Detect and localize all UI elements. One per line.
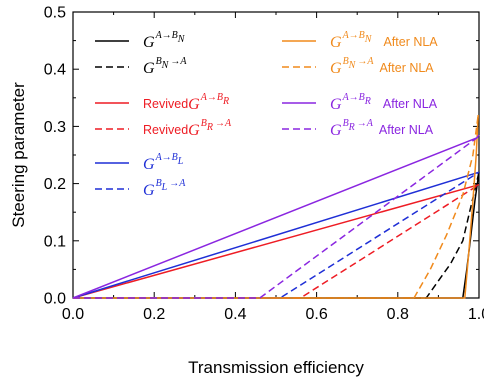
legend-sup-10: B (343, 118, 349, 129)
x-tick-label: 0.0 (62, 306, 84, 323)
legend-sub-9: R (364, 96, 371, 107)
series-layer (72, 114, 480, 299)
legend-sub-3: R (222, 96, 229, 107)
legend-sub-10: R (348, 122, 355, 133)
legend-sub-1: N (177, 34, 186, 45)
legend-suffix-7: After NLA (383, 35, 438, 49)
legend-sub-7: N (364, 34, 373, 45)
x-tick-label: 1.0 (468, 306, 484, 323)
legend-arrow-6: →A (169, 178, 186, 189)
legend-symbol-4: G (188, 122, 200, 139)
series-line-7 (73, 114, 479, 299)
legend-symbol-10: G (330, 122, 342, 139)
legend-symbol-1: G (143, 34, 155, 51)
legend-symbol-6: G (143, 182, 155, 199)
x-tick-label: 0.6 (305, 306, 327, 323)
y-tick-label: 0.0 (44, 291, 66, 308)
series-line-8 (73, 114, 479, 299)
legend-sup-2: B (156, 56, 162, 67)
legend-sup-8: B (343, 56, 349, 67)
legend-suffix-8: After NLA (379, 61, 434, 75)
legend-symbol-9: G (330, 96, 342, 113)
y-axis-title: Steering parameter (9, 82, 28, 228)
x-axis-title: Transmission efficiency (188, 358, 364, 377)
legend-sub-5: L (177, 156, 184, 167)
series-line-9 (72, 134, 480, 299)
series-line-3 (72, 183, 480, 299)
legend-arrow-4: →A (215, 118, 232, 129)
legend-prefix-4: Revived (143, 123, 188, 137)
legend-sup-7: A→B (342, 30, 365, 41)
legend-sup-3: A→B (200, 92, 223, 103)
y-tick-label: 0.2 (44, 176, 66, 193)
x-tick-label: 0.2 (143, 306, 165, 323)
legend-arrow-8: →A (357, 56, 374, 67)
legend-symbol-3: G (188, 96, 200, 113)
legend-sup-6: B (156, 178, 162, 189)
y-tick-label: 0.5 (44, 5, 66, 22)
y-tick-label: 0.1 (44, 233, 66, 250)
series-line-10 (73, 137, 478, 299)
legend-arrow-10: →A (357, 118, 374, 129)
x-tick-label: 0.4 (224, 306, 246, 323)
legend-suffix-9: After NLA (383, 97, 438, 111)
legend-sup-1: A→B (155, 30, 178, 41)
legend-symbol-5: G (143, 156, 155, 173)
legend-sup-9: A→B (342, 92, 365, 103)
legend-sub-6: L (161, 182, 168, 193)
legend-sub-4: R (206, 122, 213, 133)
legend-sup-4: B (201, 118, 207, 129)
legend-sub-8: N (348, 60, 357, 71)
legend-symbol-8: G (330, 60, 342, 77)
legend-sup-5: A→B (155, 152, 178, 163)
legend-prefix-3: Revived (143, 97, 188, 111)
series-line-4 (73, 184, 480, 299)
plot-border (72, 11, 480, 299)
x-tick-label: 0.8 (387, 306, 409, 323)
legend-suffix-10: After NLA (379, 123, 434, 137)
series-line-5 (72, 171, 480, 299)
legend-symbol-7: G (330, 34, 342, 51)
legend-sub-2: N (161, 60, 170, 71)
y-tick-label: 0.3 (44, 119, 66, 136)
legend-arrow-2: →A (170, 56, 187, 67)
legend-symbol-2: G (143, 60, 155, 77)
y-tick-label: 0.4 (44, 62, 66, 79)
plot-frame (72, 11, 480, 299)
axis-ticks: 0.0 0.2 0.4 0.6 0.8 1.0 0.0 0.1 0.2 0.3 0.4 0.5 (44, 5, 484, 324)
